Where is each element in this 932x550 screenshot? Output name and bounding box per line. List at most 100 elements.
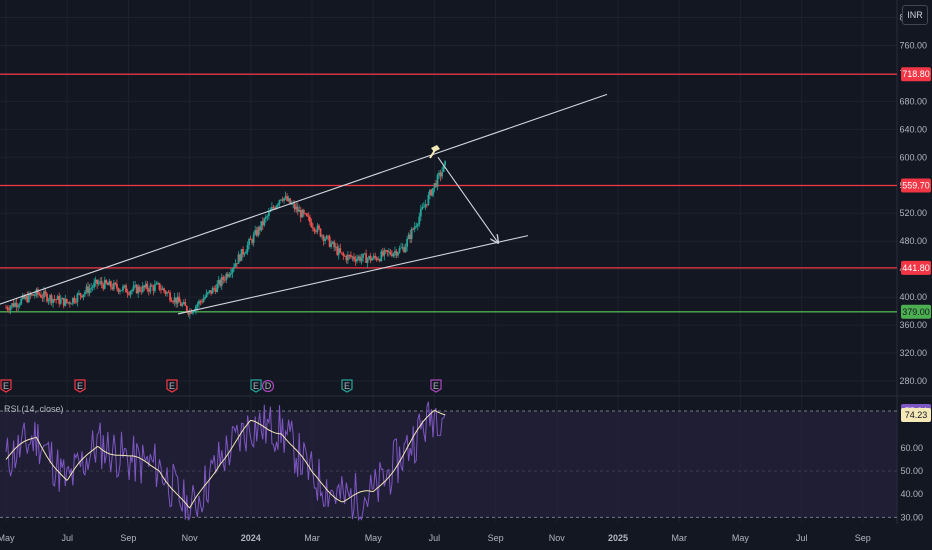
time-tick-label: Mar xyxy=(671,533,687,543)
candle-body xyxy=(222,277,225,280)
candle-body xyxy=(441,171,443,177)
candle-body xyxy=(214,288,217,293)
upper-trendline[interactable] xyxy=(0,93,608,305)
candle-body xyxy=(74,301,77,303)
earnings-marker[interactable]: E xyxy=(341,379,353,393)
candle-body xyxy=(9,306,12,311)
candle-body xyxy=(217,279,220,284)
candle-body xyxy=(429,189,431,195)
candle-body xyxy=(199,300,202,302)
trendlines[interactable] xyxy=(0,93,608,315)
earnings-marker-label: E xyxy=(77,381,83,391)
candle-body xyxy=(377,259,380,261)
earnings-marker[interactable]: E xyxy=(250,379,262,393)
candle-body xyxy=(409,234,412,239)
candle-body xyxy=(106,283,109,286)
candle-body xyxy=(35,289,38,296)
hammer-icon[interactable] xyxy=(429,145,440,159)
candle-body xyxy=(284,196,287,199)
candle-body xyxy=(15,302,18,308)
candle-body xyxy=(20,298,23,305)
candle-body xyxy=(337,248,340,255)
candle-body xyxy=(270,207,273,211)
currency-button[interactable]: INR xyxy=(902,5,928,25)
candle-body xyxy=(226,273,229,277)
candle-body xyxy=(433,183,436,189)
candle-body xyxy=(251,239,254,243)
candle-body xyxy=(384,250,387,251)
horizontal-levels[interactable] xyxy=(0,73,897,313)
candle-body xyxy=(324,239,326,241)
price-tag-bg xyxy=(901,304,931,319)
projection-arrow[interactable] xyxy=(437,156,498,242)
candle-body xyxy=(5,307,7,309)
candle-body xyxy=(356,258,358,262)
candle-body xyxy=(78,293,80,294)
candle-body xyxy=(237,254,240,264)
candle-body xyxy=(220,277,223,286)
candle-body xyxy=(372,255,375,259)
candle-body xyxy=(157,282,159,284)
candle-body xyxy=(339,248,342,253)
earnings-marker[interactable]: E xyxy=(166,379,178,393)
price-tick-label: 640.00 xyxy=(899,124,927,134)
candle-body xyxy=(169,292,171,301)
candle-body xyxy=(316,225,319,232)
time-tick-label: Sep xyxy=(855,533,871,543)
rsi-axis[interactable]: 60.00 50.00 40.00 30.00 xyxy=(900,443,923,522)
rsi-indicator-label[interactable]: RSI (14, close) xyxy=(4,404,64,414)
candle-body xyxy=(128,293,130,295)
candle-body xyxy=(418,216,421,225)
candle-body xyxy=(286,196,288,201)
candle-body xyxy=(343,255,346,257)
candle-body xyxy=(254,230,257,235)
time-tick-label: Jul xyxy=(429,533,441,543)
candle-body xyxy=(26,295,29,303)
price-tag-label: 559.70 xyxy=(902,180,930,190)
rsi-line xyxy=(5,401,446,522)
candle-body xyxy=(354,259,357,262)
candle-body xyxy=(152,286,155,291)
earnings-marker[interactable]: E xyxy=(430,379,442,393)
candle-body xyxy=(79,293,82,296)
candle-body xyxy=(99,281,102,283)
earnings-marker[interactable]: D xyxy=(261,379,275,393)
candle-body xyxy=(290,203,293,205)
candle-body xyxy=(149,285,152,292)
candle-body xyxy=(298,210,301,212)
candle-body xyxy=(73,297,76,302)
time-axis[interactable]: May Jul Sep Nov 2024 Mar May Jul Sep Nov 2025 Mar Ma… xyxy=(0,524,932,550)
candle-body xyxy=(210,290,213,294)
candle-body xyxy=(150,285,153,287)
rsi-tick-label: 60.00 xyxy=(900,443,923,453)
time-tick-label: May xyxy=(732,533,750,543)
candle-body xyxy=(333,241,336,248)
candle-body xyxy=(401,247,404,249)
candle-body xyxy=(242,249,244,255)
earnings-marker[interactable]: E xyxy=(74,379,86,393)
price-tag-bg xyxy=(901,67,931,82)
candle-body xyxy=(114,282,117,284)
candle-body xyxy=(395,251,398,256)
lower-trendline[interactable] xyxy=(177,235,529,315)
candle-body xyxy=(47,299,50,302)
candle-body xyxy=(141,285,144,293)
earnings-marker-label: E xyxy=(3,381,9,391)
candle-body xyxy=(76,293,79,302)
candle-body xyxy=(67,302,70,303)
candle-body xyxy=(245,251,247,254)
candle-body xyxy=(258,227,261,231)
candle-body xyxy=(24,295,27,299)
candle-body xyxy=(257,227,260,236)
candle-body xyxy=(123,285,126,287)
price-tick-label: 400.00 xyxy=(899,292,927,302)
candle-body xyxy=(29,293,32,296)
candle-body xyxy=(281,199,284,201)
candle-body xyxy=(176,296,179,304)
candle-body xyxy=(403,247,405,253)
time-axis-bg xyxy=(0,524,932,550)
earnings-marker[interactable]: E xyxy=(0,379,12,393)
candle-body xyxy=(422,206,425,208)
